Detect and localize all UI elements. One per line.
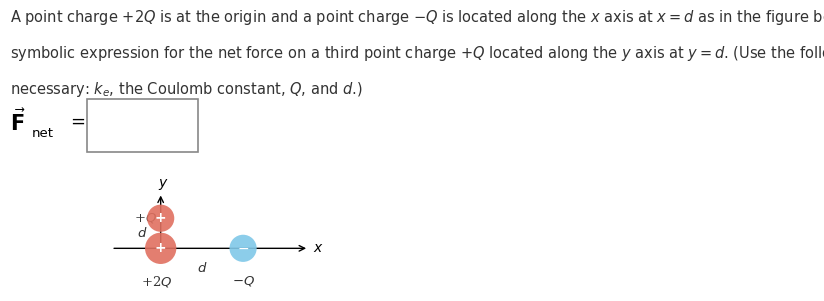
Text: =: = — [70, 113, 85, 131]
Text: necessary: $k_e$, the Coulomb constant, $Q$, and $d$.): necessary: $k_e$, the Coulomb constant, … — [10, 80, 363, 99]
Text: $d$: $d$ — [137, 226, 147, 240]
Text: +$Q$: +$Q$ — [133, 211, 157, 225]
Ellipse shape — [145, 233, 176, 264]
Text: $\vec{\mathbf{F}}$: $\vec{\mathbf{F}}$ — [10, 108, 26, 135]
Ellipse shape — [147, 205, 175, 232]
Text: $y$: $y$ — [157, 177, 169, 192]
Text: $d$: $d$ — [197, 261, 207, 275]
Text: A point charge +2$Q$ is at the origin and a point charge $-Q$ is located along t: A point charge +2$Q$ is at the origin an… — [10, 8, 824, 26]
Text: net: net — [31, 127, 54, 141]
Text: $-Q$: $-Q$ — [232, 274, 255, 288]
Text: $-$: $-$ — [237, 241, 249, 255]
Text: +: + — [155, 211, 166, 225]
Text: symbolic expression for the net force on a third point charge +$Q$ located along: symbolic expression for the net force on… — [10, 44, 824, 63]
Ellipse shape — [229, 235, 257, 262]
Bar — [87, 99, 198, 152]
Text: +: + — [155, 241, 166, 255]
Text: +2$Q$: +2$Q$ — [141, 274, 172, 289]
Text: $x$: $x$ — [313, 241, 324, 255]
